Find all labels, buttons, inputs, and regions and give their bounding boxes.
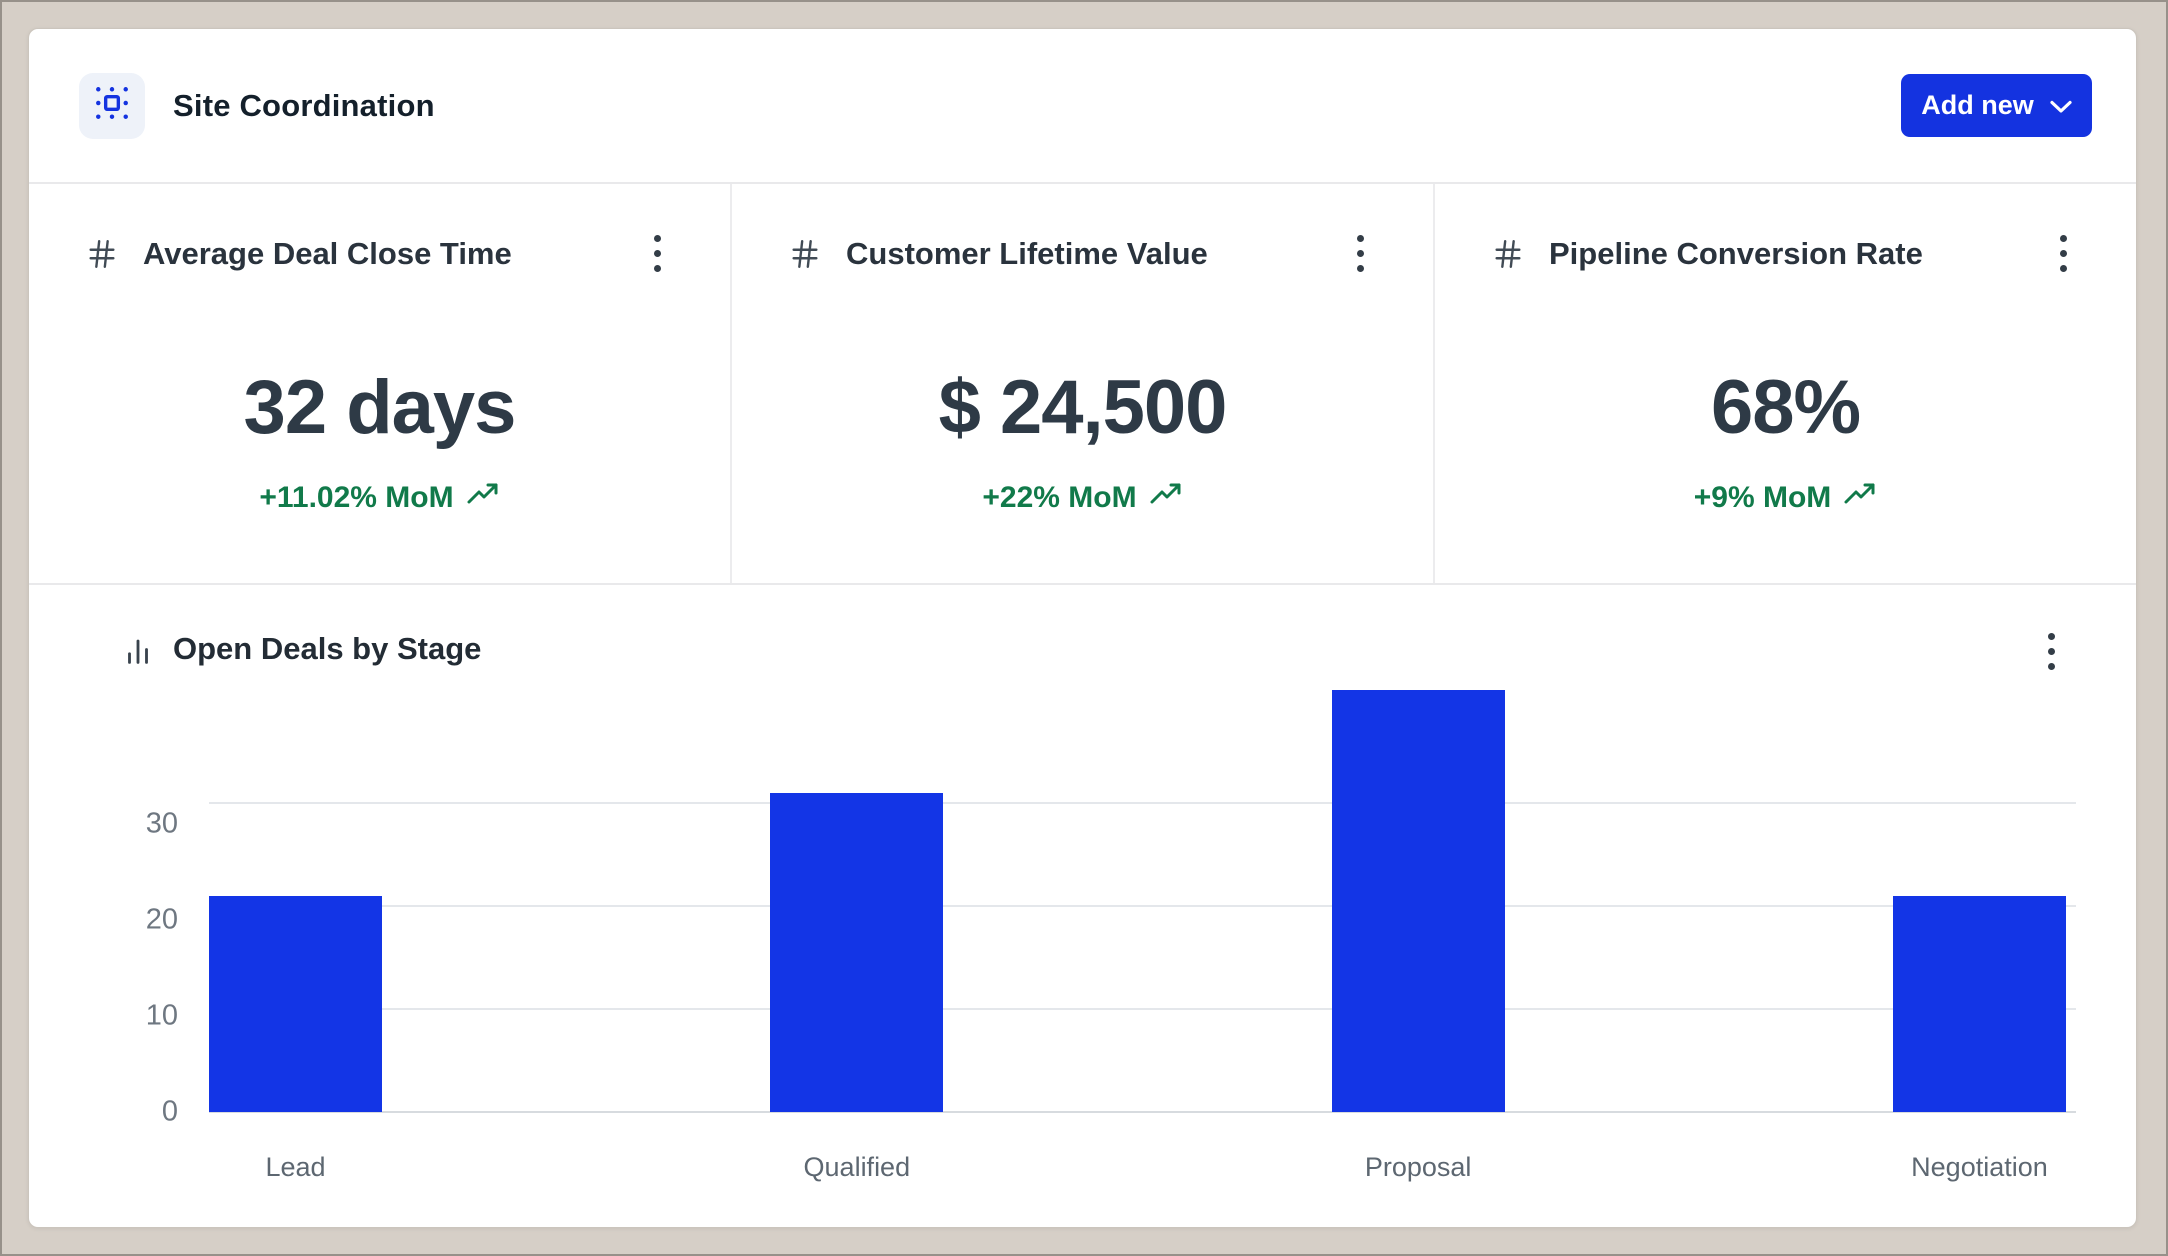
hash-icon bbox=[788, 237, 822, 271]
kpi-trend: +22% MoM bbox=[732, 480, 1433, 516]
app-header: Site Coordination Add new bbox=[29, 29, 2136, 182]
kpi-value: 68% bbox=[1710, 365, 1861, 450]
gridline-y-30 bbox=[209, 802, 2076, 805]
kpi-title: Customer Lifetime Value bbox=[846, 236, 1208, 271]
gridline-y-10 bbox=[209, 1008, 2076, 1011]
app-logo bbox=[79, 72, 145, 139]
kpi-card-header: Customer Lifetime Value bbox=[732, 234, 1433, 274]
kpi-menu-button[interactable] bbox=[2040, 230, 2086, 276]
chart-menu-button[interactable] bbox=[2028, 628, 2074, 674]
y-tick-label: 30 bbox=[145, 807, 178, 840]
y-tick-label: 20 bbox=[145, 903, 178, 936]
kpi-value: 32 days bbox=[243, 365, 517, 450]
selection-frame-icon bbox=[93, 84, 131, 127]
header-divider bbox=[29, 182, 2136, 184]
trending-up-icon bbox=[466, 481, 500, 515]
bar-chart-icon bbox=[121, 634, 155, 668]
add-new-button[interactable]: Add new bbox=[1901, 74, 2092, 137]
y-tick-label: 10 bbox=[145, 999, 178, 1032]
kpi-card-customer-lifetime-value: Customer Lifetime Value $ 24,500 +22% Mo… bbox=[730, 184, 1433, 583]
kpi-card-header: Average Deal Close Time bbox=[29, 234, 730, 274]
trending-up-icon bbox=[1149, 481, 1183, 515]
kpi-menu-button[interactable] bbox=[634, 230, 680, 276]
bar-qualified[interactable] bbox=[770, 793, 944, 1112]
bar-negotiation[interactable] bbox=[1892, 896, 2066, 1112]
gridline-y-0 bbox=[209, 1111, 2076, 1113]
x-label-qualified: Qualified bbox=[803, 1151, 911, 1182]
kpi-row: Average Deal Close Time 32 days +11.02% … bbox=[29, 184, 2136, 583]
dashboard-panel: Site Coordination Add new Average D bbox=[28, 28, 2137, 1228]
chart-plot bbox=[209, 680, 2076, 1113]
kpi-title: Average Deal Close Time bbox=[143, 236, 512, 271]
x-label-lead: Lead bbox=[265, 1151, 326, 1182]
x-label-negotiation: Negotiation bbox=[1911, 1151, 2048, 1182]
bar-proposal[interactable] bbox=[1331, 690, 1505, 1112]
x-label-proposal: Proposal bbox=[1364, 1151, 1472, 1182]
kpi-trend: +11.02% MoM bbox=[29, 480, 730, 516]
gridline-y-20 bbox=[209, 905, 2076, 908]
chart-y-axis: 0 10 20 30 bbox=[29, 680, 189, 1128]
kpi-trend: +9% MoM bbox=[1435, 480, 2136, 516]
chart-header: Open Deals by Stage bbox=[29, 583, 2136, 719]
chart-title: Open Deals by Stage bbox=[173, 631, 482, 666]
chevron-down-icon bbox=[2050, 90, 2072, 121]
kpi-card-pipeline-conversion-rate: Pipeline Conversion Rate 68% +9% MoM bbox=[1433, 184, 2136, 583]
kpi-trend-label: +9% MoM bbox=[1693, 481, 1832, 514]
bar-lead[interactable] bbox=[209, 896, 382, 1112]
kpi-title: Pipeline Conversion Rate bbox=[1549, 236, 1923, 271]
kpi-trend-label: +11.02% MoM bbox=[259, 481, 454, 514]
bars-row bbox=[209, 680, 2066, 1112]
kpi-trend-label: +22% MoM bbox=[982, 481, 1137, 514]
kpi-card-header: Pipeline Conversion Rate bbox=[1435, 234, 2136, 274]
kpi-chart-divider bbox=[29, 583, 2136, 585]
hash-icon bbox=[85, 237, 119, 271]
chart-x-axis: Lead Qualified Proposal Negotiation bbox=[209, 1147, 2066, 1187]
kpi-value: $ 24,500 bbox=[938, 365, 1228, 450]
hash-icon bbox=[1491, 237, 1525, 271]
trending-up-icon bbox=[1843, 481, 1877, 515]
kpi-card-average-deal-close-time: Average Deal Close Time 32 days +11.02% … bbox=[29, 184, 730, 583]
add-new-label: Add new bbox=[1921, 90, 2034, 120]
page-title: Site Coordination bbox=[173, 87, 435, 123]
kpi-menu-button[interactable] bbox=[1337, 230, 1383, 276]
y-tick-label: 0 bbox=[161, 1095, 178, 1128]
